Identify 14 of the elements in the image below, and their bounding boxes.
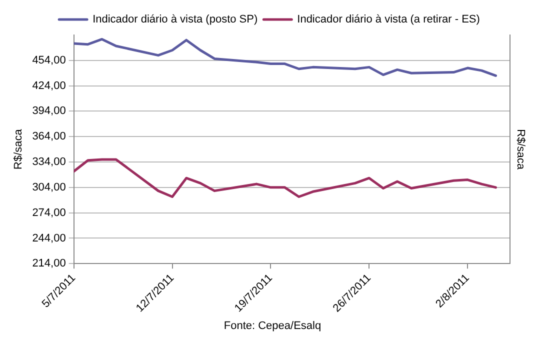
y-tick-label: 244,00 xyxy=(32,232,66,244)
y2-axis-title: R$/saca xyxy=(514,129,526,170)
y-tick-label: 334,00 xyxy=(32,156,66,168)
y-tick-label: 424,00 xyxy=(32,80,66,92)
y-tick-label: 304,00 xyxy=(32,181,66,194)
y-axis-title: R$/saca xyxy=(12,128,25,170)
y-tick-label: 274,00 xyxy=(32,206,66,219)
legend-label: Indicador diário à vista (a retirar - ES) xyxy=(297,14,480,26)
y-tick-label: 394,00 xyxy=(32,105,66,118)
y-tick-label: 454,00 xyxy=(32,54,66,66)
source-note: Fonte: Cepea/Esalq xyxy=(222,320,322,332)
legend-label: Indicador diário à vista (posto SP) xyxy=(92,14,258,26)
y-tick-label: 364,00 xyxy=(32,130,66,143)
y-tick-label: 214,00 xyxy=(32,258,66,270)
